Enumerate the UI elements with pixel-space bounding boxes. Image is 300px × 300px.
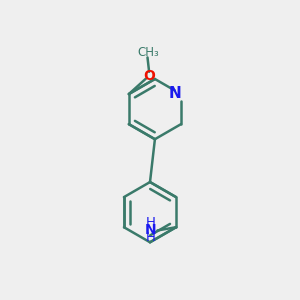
Text: H: H: [146, 231, 156, 244]
Text: CH₃: CH₃: [137, 46, 159, 59]
Text: N: N: [169, 86, 182, 101]
Text: N: N: [145, 223, 157, 236]
Text: O: O: [143, 69, 155, 83]
Text: H: H: [146, 216, 156, 229]
